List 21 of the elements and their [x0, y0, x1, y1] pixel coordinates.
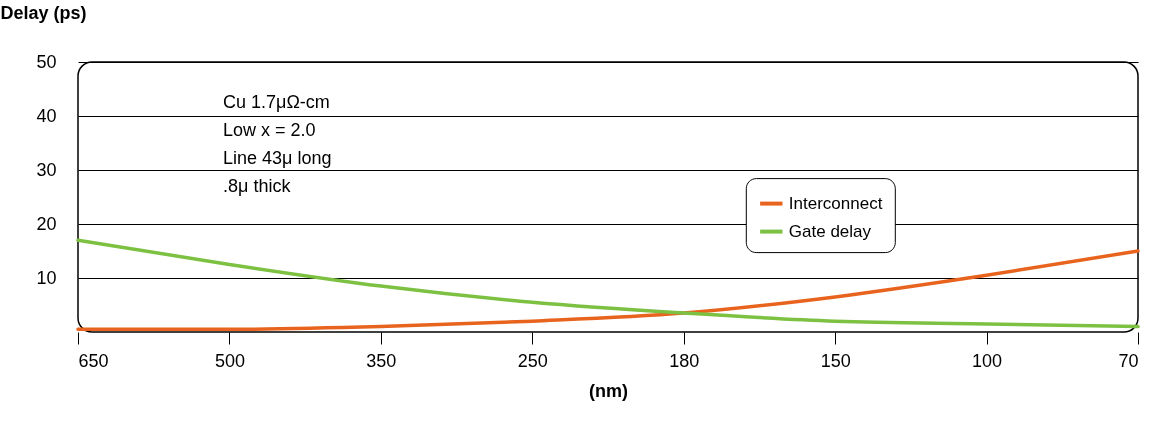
y-axis-title: Delay (ps)	[0, 2, 87, 23]
x-axis-title: (nm)	[589, 380, 628, 401]
x-tick-label: 180	[669, 350, 700, 371]
annotation: Line 43μ long	[223, 148, 332, 168]
x-tick-label: 100	[972, 350, 1003, 371]
x-tick-label: 350	[366, 350, 397, 371]
x-tick-label: 70	[1118, 350, 1139, 371]
x-tick-label: 650	[78, 350, 109, 371]
x-tick-label: 250	[517, 350, 548, 371]
y-tick-label: 50	[36, 51, 57, 72]
annotation: Low x = 2.0	[223, 120, 316, 140]
y-tick-label: 10	[36, 267, 57, 288]
x-tick-label: 500	[214, 350, 245, 371]
annotation: Cu 1.7μΩ-cm	[223, 92, 330, 112]
legend-label: Gate delay	[788, 221, 872, 241]
y-tick-label: 20	[36, 213, 57, 234]
x-tick-label: 150	[820, 350, 851, 371]
legend-label: Interconnect	[788, 193, 883, 213]
annotation: .8μ thick	[223, 176, 292, 196]
y-tick-label: 40	[36, 105, 57, 126]
y-tick-label: 30	[36, 159, 57, 180]
